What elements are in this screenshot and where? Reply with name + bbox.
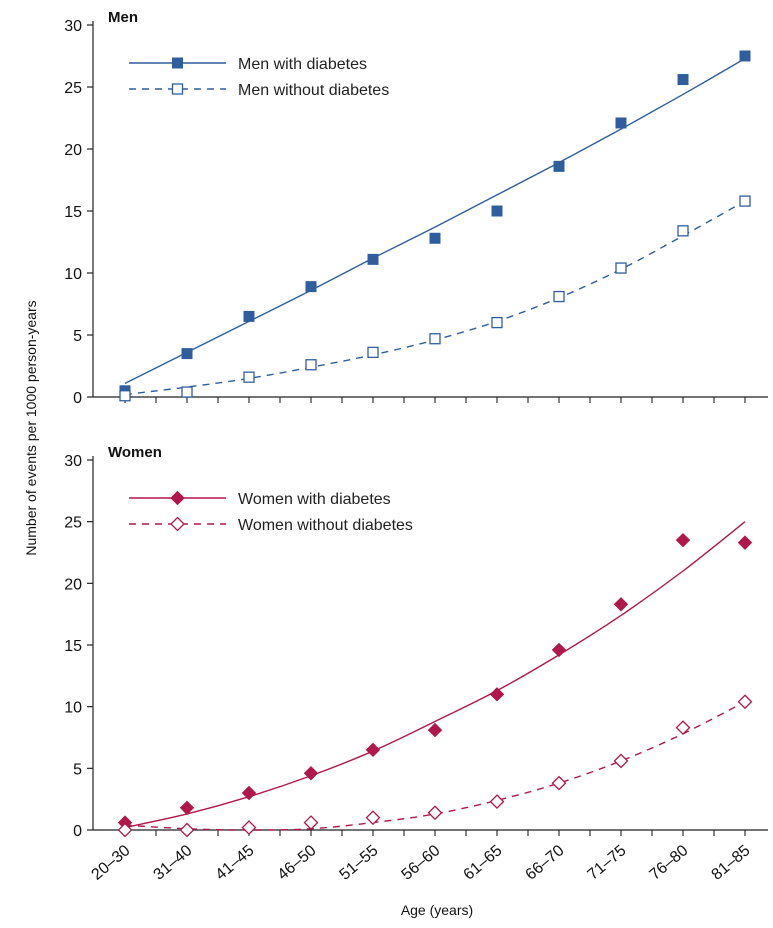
y-tick-label: 0 bbox=[73, 390, 82, 407]
data-point bbox=[303, 766, 319, 781]
legend-label: Women without diabetes bbox=[238, 517, 413, 534]
data-point bbox=[739, 50, 751, 62]
data-point bbox=[365, 742, 381, 758]
data-point bbox=[241, 785, 257, 801]
data-point bbox=[305, 359, 317, 371]
data-point bbox=[241, 820, 257, 835]
data-point bbox=[243, 371, 255, 383]
data-point bbox=[181, 386, 193, 398]
data-point bbox=[551, 775, 567, 791]
panel-women: 0 5 10 15 20 25 30 Women Women with diabetes Wome… bbox=[64, 444, 768, 918]
y-tick-label: 10 bbox=[64, 700, 82, 717]
data-point bbox=[117, 822, 133, 838]
data-point bbox=[675, 532, 691, 548]
data-point bbox=[489, 794, 505, 810]
x-tick-label: 56–60 bbox=[399, 842, 444, 884]
data-point bbox=[119, 390, 131, 402]
y-tick-label: 10 bbox=[64, 266, 82, 283]
series-line-0 bbox=[124, 521, 746, 829]
data-point bbox=[675, 720, 691, 736]
series-line-1 bbox=[124, 701, 746, 831]
data-point bbox=[367, 253, 379, 265]
legend-marker bbox=[170, 490, 185, 506]
data-point bbox=[489, 687, 505, 702]
legend-marker bbox=[172, 57, 183, 69]
data-point bbox=[553, 290, 565, 303]
x-axis-title: Age (years) bbox=[401, 902, 473, 918]
x-tick-label: 76–80 bbox=[647, 842, 692, 884]
data-point bbox=[615, 262, 627, 274]
legend-marker bbox=[170, 516, 185, 532]
legend-label: Men without diabetes bbox=[238, 82, 389, 99]
data-point bbox=[737, 535, 753, 550]
y-axis-title: Number of events per 1000 person-years bbox=[23, 300, 39, 555]
y-tick-label: 20 bbox=[64, 576, 82, 593]
y-tick-label: 15 bbox=[64, 638, 82, 655]
panel-title: Men bbox=[108, 9, 138, 26]
y-tick-label: 25 bbox=[64, 515, 82, 532]
panel-title: Women bbox=[108, 444, 162, 461]
y-tick-label: 30 bbox=[64, 453, 82, 470]
data-point bbox=[305, 281, 317, 293]
data-point bbox=[181, 348, 193, 360]
y-tick-label: 25 bbox=[64, 80, 82, 97]
data-point bbox=[491, 205, 503, 217]
x-tick-label: 61–65 bbox=[461, 842, 506, 884]
data-point bbox=[243, 310, 255, 322]
data-point bbox=[613, 753, 629, 769]
data-point bbox=[429, 232, 441, 244]
data-point bbox=[427, 805, 443, 821]
x-tick-label: 51–55 bbox=[337, 842, 382, 884]
x-tick-label: 31–40 bbox=[151, 842, 196, 884]
data-point bbox=[179, 822, 195, 838]
legend-label: Women with diabetes bbox=[238, 491, 391, 508]
y-tick-label: 30 bbox=[64, 18, 82, 35]
data-point bbox=[179, 800, 195, 816]
data-point bbox=[553, 160, 565, 172]
data-point bbox=[739, 195, 751, 207]
data-point bbox=[365, 810, 381, 826]
x-tick-label: 71–75 bbox=[585, 842, 630, 884]
x-tick-label: 20–30 bbox=[89, 842, 134, 884]
series-line-1 bbox=[124, 200, 746, 396]
data-point bbox=[491, 316, 503, 329]
data-point bbox=[677, 74, 689, 86]
panel-men: 0 5 10 15 20 25 30 Men Men with diabetes Men with… bbox=[64, 9, 768, 407]
data-point bbox=[367, 346, 379, 359]
data-point bbox=[551, 642, 567, 658]
legend-marker bbox=[171, 83, 184, 95]
x-tick-label: 41–45 bbox=[213, 842, 258, 884]
series-line-0 bbox=[124, 57, 746, 384]
data-point bbox=[737, 694, 753, 710]
data-point bbox=[613, 597, 629, 612]
legend-label: Men with diabetes bbox=[238, 56, 367, 73]
x-tick-label: 66–70 bbox=[523, 842, 568, 884]
data-point bbox=[677, 225, 689, 237]
y-tick-label: 0 bbox=[73, 823, 82, 840]
y-tick-label: 5 bbox=[73, 328, 82, 345]
x-tick-label: 46–50 bbox=[275, 842, 320, 884]
data-point bbox=[427, 722, 443, 738]
y-tick-label: 20 bbox=[64, 142, 82, 159]
data-point bbox=[429, 333, 441, 345]
x-tick-label: 81–85 bbox=[709, 842, 754, 884]
data-point bbox=[303, 815, 319, 831]
data-point bbox=[615, 117, 627, 129]
y-tick-label: 15 bbox=[64, 204, 82, 221]
y-tick-label: 5 bbox=[73, 761, 82, 778]
